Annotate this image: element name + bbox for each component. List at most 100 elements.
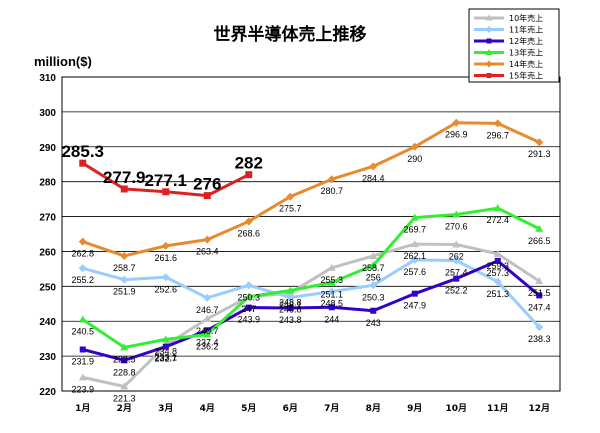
- axes: 220 230 240 250 260 270 280 290 300 310 1月 2月 3月 4月 5月…: [39, 73, 561, 414]
- data-label: 248.8: [279, 298, 302, 308]
- data-label: 263.4: [196, 247, 219, 257]
- data-point: [286, 293, 295, 302]
- data-label: 268.6: [237, 228, 260, 238]
- data-point: [452, 240, 461, 248]
- x-tick-label: 2月: [117, 403, 132, 414]
- data-point: [245, 171, 253, 179]
- data-point: [493, 119, 502, 128]
- data-point: [410, 142, 419, 151]
- data-point: [535, 323, 544, 332]
- data-label: 276: [193, 175, 221, 194]
- y-tick-label: 220: [39, 387, 56, 398]
- data-label: 243.8: [279, 315, 302, 325]
- data-point: [452, 256, 461, 265]
- data-label: 247.4: [528, 302, 551, 312]
- data-point: [162, 343, 169, 350]
- data-label: 251.5: [528, 288, 551, 298]
- data-label: 255.3: [320, 275, 343, 285]
- data-label: 250.3: [362, 292, 385, 302]
- legend-box: [468, 8, 560, 83]
- data-label: 261.6: [154, 253, 177, 263]
- data-label: 251.9: [113, 287, 136, 297]
- x-tick-label: 9月: [407, 403, 422, 414]
- data-point: [244, 292, 253, 300]
- data-label: 290: [407, 154, 422, 164]
- data-point: [536, 292, 543, 299]
- data-label: 240.5: [71, 326, 94, 336]
- data-point: [78, 264, 87, 273]
- data-point: [244, 281, 253, 290]
- data-label: 284.4: [362, 173, 385, 183]
- data-point: [286, 192, 295, 201]
- data-label: 269.7: [403, 225, 426, 235]
- y-tick-label: 280: [39, 178, 56, 189]
- data-point: [493, 249, 502, 257]
- y-tick-label: 270: [39, 213, 56, 224]
- x-tick-label: 11月: [487, 403, 509, 414]
- plot-area-frame: [61, 76, 561, 392]
- data-point: [327, 287, 336, 296]
- data-label: 255.2: [71, 275, 94, 285]
- data-label: 277.1: [144, 171, 187, 190]
- data-label: 291.3: [528, 149, 551, 159]
- series-line-6: [79, 159, 253, 200]
- data-label: 232.5: [113, 354, 136, 364]
- legend-entry: 15年売上: [474, 71, 543, 81]
- data-point: [161, 241, 170, 250]
- data-label: 228.8: [113, 367, 136, 377]
- series-path: [82, 121, 540, 258]
- data-label: 252.2: [445, 286, 468, 296]
- legend-entry: 10年売上: [474, 13, 543, 23]
- data-point: [485, 26, 493, 33]
- data-label: 248.5: [320, 299, 343, 309]
- data-point: [203, 235, 212, 244]
- data-point: [161, 335, 170, 343]
- data-point: [493, 277, 502, 286]
- data-point: [369, 261, 378, 269]
- data-label: 243.9: [237, 315, 260, 325]
- series-line-3: [79, 257, 543, 364]
- chart-title: 世界半導体売上推移: [214, 24, 367, 45]
- data-label: 244: [324, 314, 339, 324]
- data-point: [485, 49, 493, 55]
- data-point: [120, 382, 129, 390]
- data-point: [486, 38, 492, 44]
- data-point: [120, 343, 129, 351]
- y-axis-unit-label: million($): [34, 54, 92, 69]
- data-point: [535, 277, 544, 285]
- data-label: 236.2: [196, 341, 219, 351]
- legend-label: 12年売上: [509, 36, 543, 46]
- x-tick-label: 12月: [528, 403, 550, 414]
- data-point: [452, 210, 461, 218]
- data-label: 247: [241, 304, 256, 314]
- data-label: 232.7: [154, 354, 177, 364]
- data-label: 258.7: [362, 263, 385, 273]
- data-point: [78, 237, 87, 246]
- data-point: [535, 138, 544, 147]
- data-label: 272.4: [486, 215, 509, 225]
- data-label: 280.7: [320, 186, 343, 196]
- series-line-4: [78, 204, 544, 351]
- legend-label: 13年売上: [509, 48, 543, 58]
- data-point: [79, 159, 87, 167]
- y-tick-label: 260: [39, 247, 56, 258]
- data-point: [120, 275, 129, 284]
- x-tick-label: 3月: [158, 403, 173, 414]
- data-point: [161, 273, 170, 282]
- series-path: [82, 258, 541, 329]
- data-point: [369, 281, 378, 290]
- data-point: [327, 263, 336, 271]
- data-label: 282: [235, 154, 263, 173]
- series-line-2: [78, 255, 544, 332]
- series-path: [82, 259, 541, 362]
- legend-entry: 12年売上: [474, 36, 543, 46]
- data-point: [452, 118, 461, 127]
- data-label: 250.3: [237, 292, 260, 302]
- y-tick-label: 250: [39, 282, 56, 293]
- data-label: 296.7: [486, 130, 509, 140]
- data-point: [286, 286, 295, 294]
- data-label: 246.8: [279, 304, 302, 314]
- legend-label: 14年売上: [509, 59, 543, 69]
- data-point: [494, 257, 501, 264]
- data-label: 243: [366, 318, 381, 328]
